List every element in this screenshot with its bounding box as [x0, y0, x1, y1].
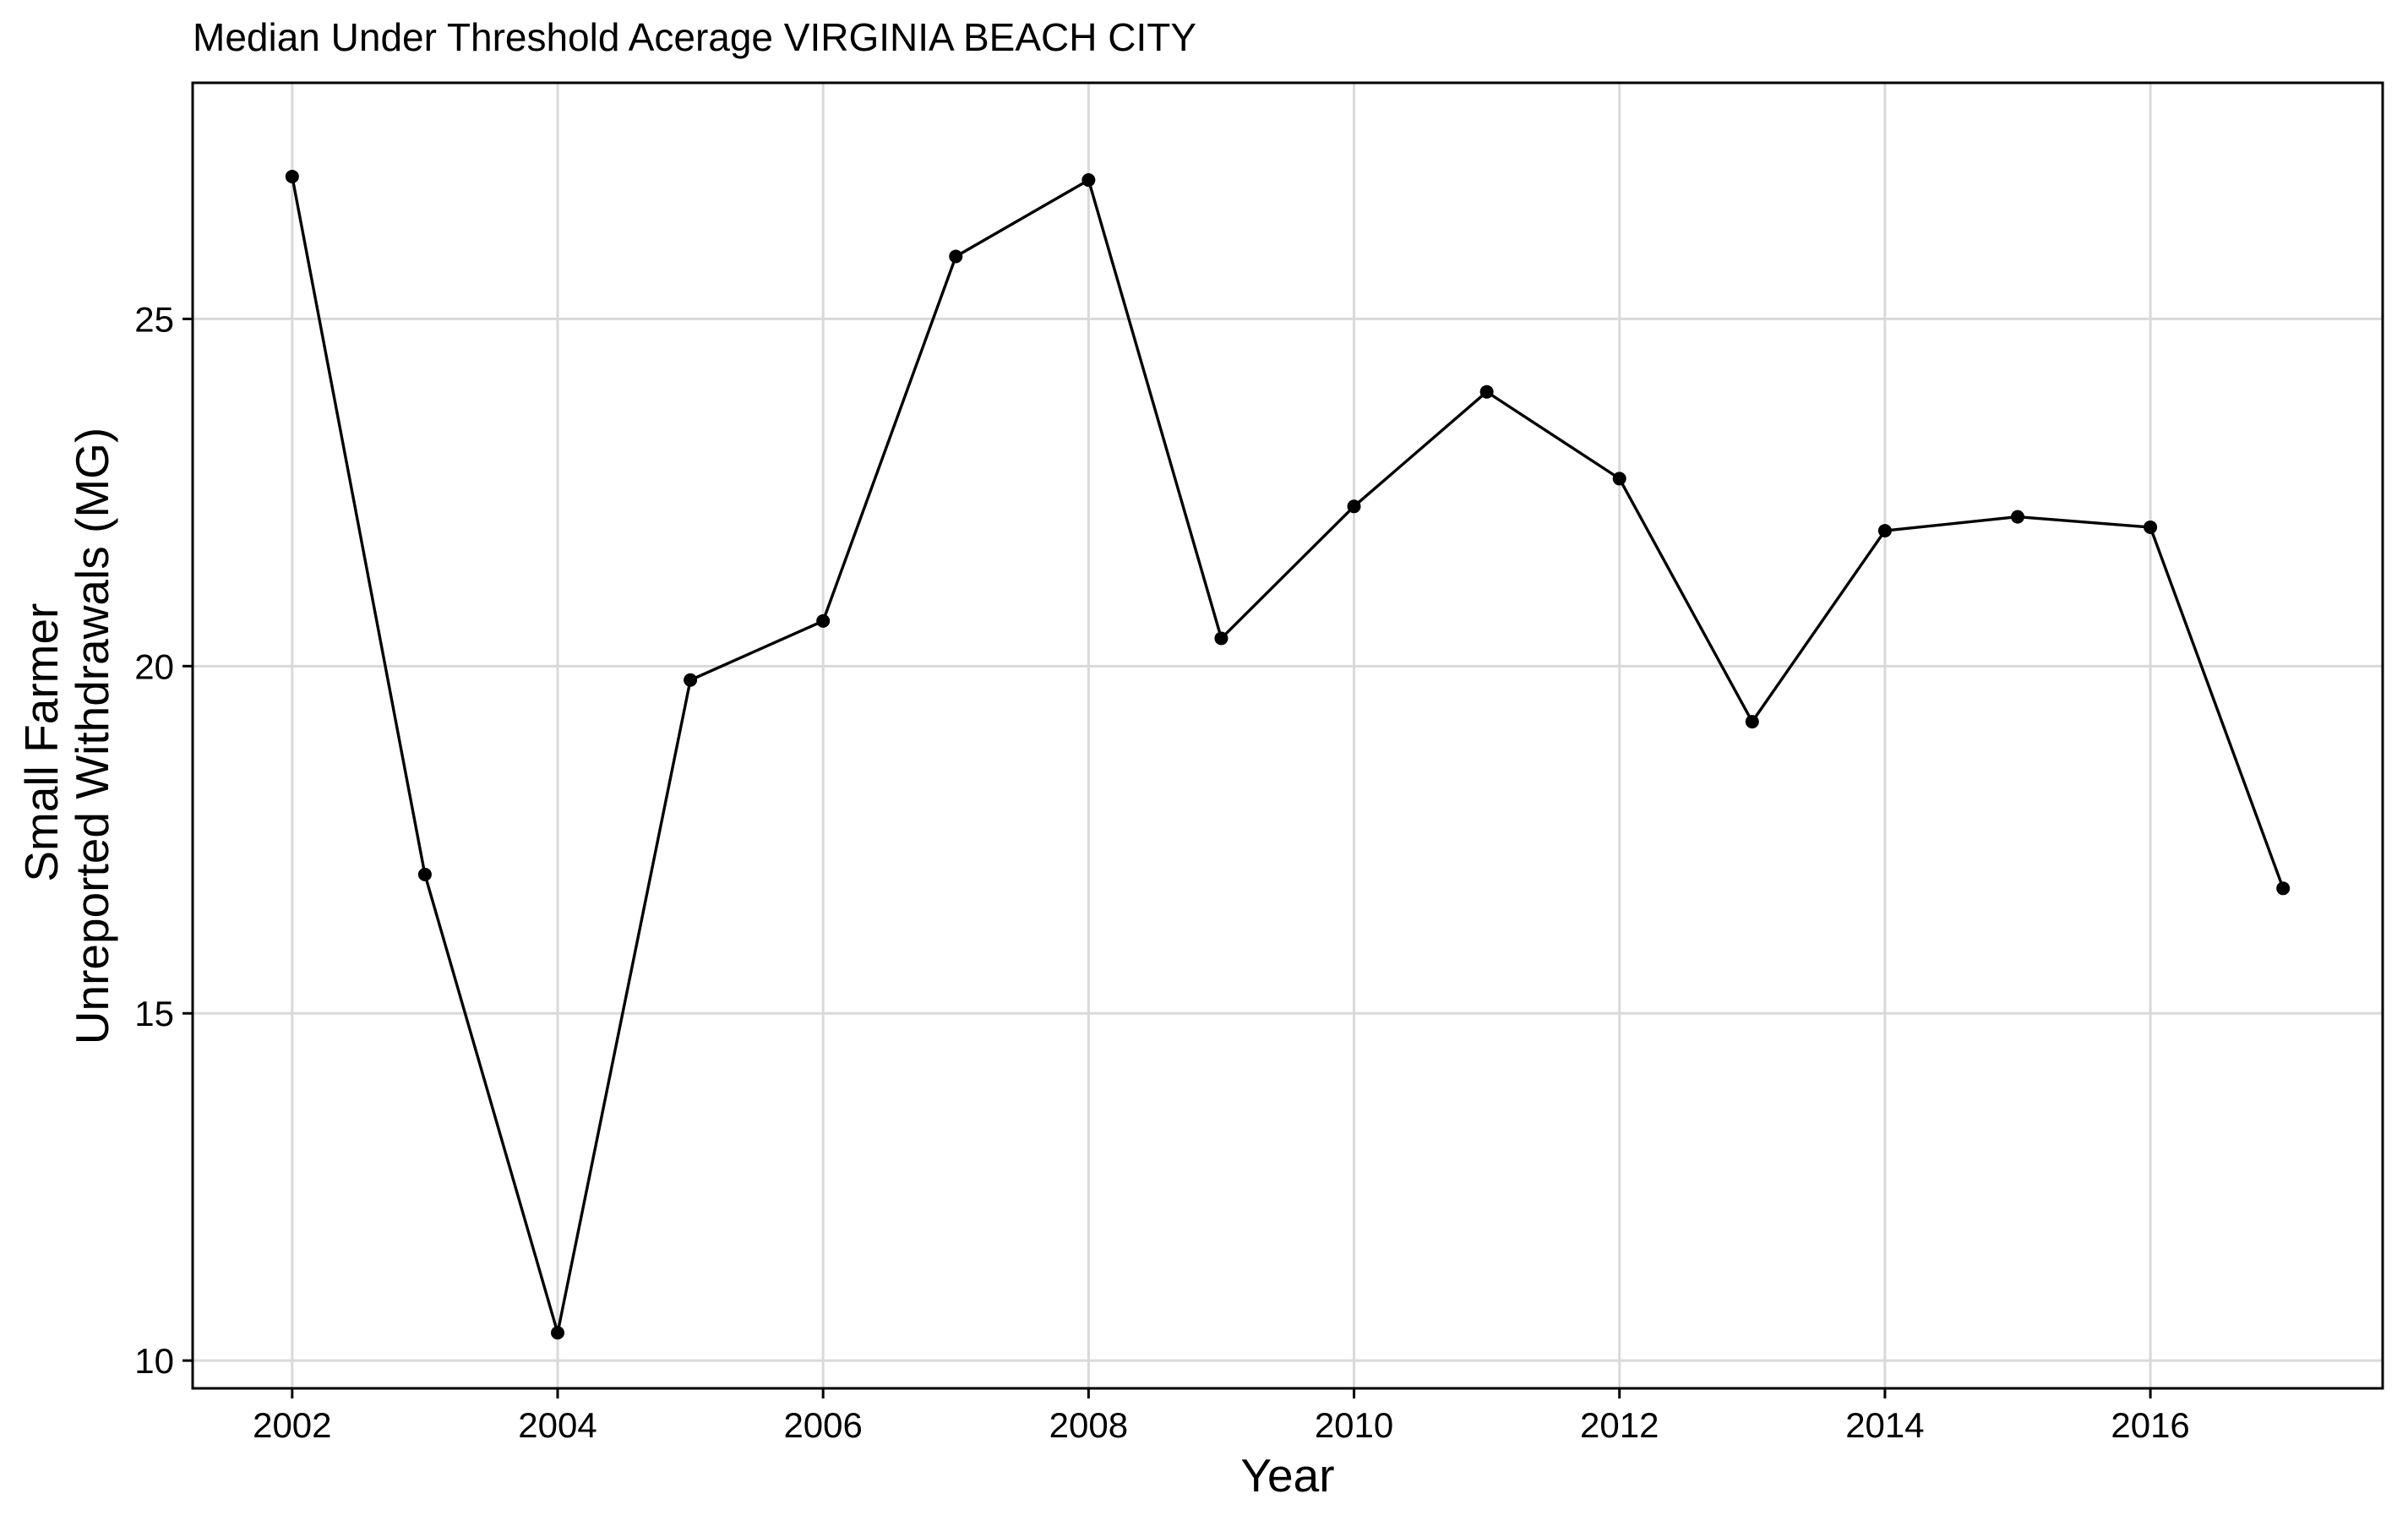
- x-tick-label: 2006: [783, 1405, 862, 1445]
- grid-lines: [193, 83, 2383, 1388]
- x-tick-label: 2014: [1845, 1405, 1924, 1445]
- data-point: [1214, 631, 1229, 646]
- y-tick-label: 10: [134, 1341, 174, 1381]
- data-point: [1347, 499, 1361, 514]
- series-points: [285, 169, 2291, 1340]
- series-line: [291, 176, 2285, 1334]
- x-axis-title: Year: [1240, 1449, 1334, 1502]
- data-point: [1479, 384, 1494, 399]
- y-axis-title-line-1: Small Farmer: [15, 603, 68, 882]
- y-tick-label: 25: [134, 299, 174, 339]
- data-point: [2144, 520, 2158, 534]
- data-point: [285, 169, 299, 183]
- y-axis-title-line-2: Unreported Withdrawals (MG): [66, 428, 118, 1044]
- data-point: [417, 867, 432, 881]
- data-point: [816, 613, 831, 628]
- y-tick-label: 20: [134, 646, 174, 686]
- data-point: [684, 673, 698, 687]
- plot-frame: [191, 81, 2384, 1390]
- x-tick-label: 2002: [253, 1405, 331, 1445]
- x-tick-label: 2016: [2111, 1405, 2189, 1445]
- chart-title: Median Under Threshold Acerage VIRGINIA …: [193, 15, 1196, 59]
- data-point: [949, 249, 963, 264]
- x-tick-label: 2012: [1580, 1405, 1659, 1445]
- x-tick-label: 2008: [1049, 1405, 1128, 1445]
- data-point: [1612, 472, 1626, 486]
- data-point: [2276, 881, 2291, 896]
- y-axis-title: Small Farmer Unreported Withdrawals (MG): [15, 428, 118, 1044]
- data-point: [1877, 524, 1892, 538]
- data-point: [1745, 715, 1759, 729]
- axes: 2002 2004 2006 2008 2010 2012 2014 2016 10 15 20 25: [134, 299, 2190, 1445]
- x-tick-label: 2010: [1315, 1405, 1393, 1445]
- x-tick-label: 2004: [518, 1405, 597, 1445]
- data-point: [1081, 173, 1096, 188]
- data-point: [551, 1326, 564, 1340]
- y-tick-label: 15: [134, 994, 174, 1033]
- data-point: [2011, 510, 2024, 524]
